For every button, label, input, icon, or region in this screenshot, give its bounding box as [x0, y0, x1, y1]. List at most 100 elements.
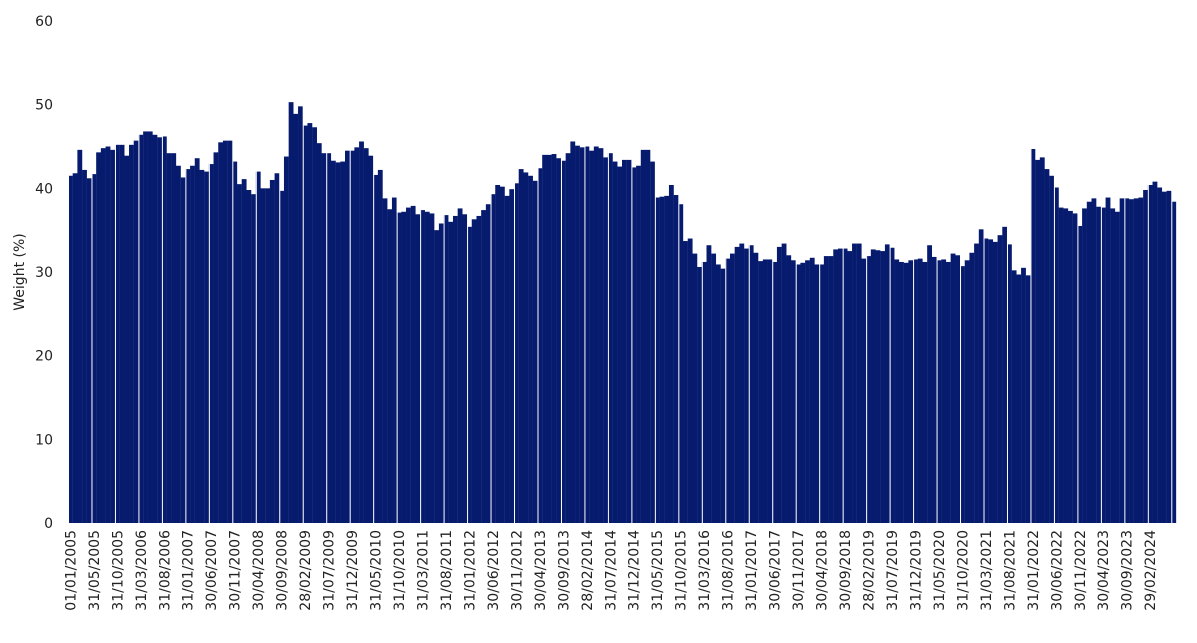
bar	[1049, 175, 1055, 523]
bar	[265, 188, 271, 523]
bar	[997, 235, 1003, 523]
bar	[227, 140, 233, 523]
bar	[791, 260, 796, 523]
x-tick-label: 31/01/2007	[181, 530, 197, 611]
bar	[499, 186, 505, 523]
bar	[401, 211, 407, 523]
bar	[434, 230, 440, 524]
bar	[316, 143, 322, 523]
bar	[91, 174, 97, 524]
y-axis-title: Weight (%)	[12, 233, 28, 310]
bar	[1016, 274, 1022, 523]
bar	[302, 125, 308, 523]
bar	[631, 167, 637, 524]
bar	[1058, 207, 1064, 523]
bar	[945, 261, 951, 523]
y-tick-label: 0	[44, 516, 53, 532]
bar	[77, 149, 83, 523]
bar	[218, 142, 224, 523]
bar	[725, 258, 731, 523]
bar	[424, 211, 430, 523]
bar	[626, 159, 632, 523]
x-tick-label: 28/02/2009	[298, 530, 314, 611]
bar	[654, 197, 660, 524]
bar	[119, 144, 125, 523]
bar	[1021, 267, 1026, 523]
bar	[715, 264, 721, 523]
bar	[307, 123, 313, 523]
x-tick-label: 31/01/2022	[1026, 530, 1042, 611]
bar	[734, 246, 740, 523]
bar	[133, 140, 139, 523]
bar	[283, 156, 289, 524]
bar	[739, 243, 745, 524]
y-tick-label: 50	[35, 98, 53, 114]
bar	[603, 157, 609, 523]
bar	[908, 260, 914, 523]
bar	[1147, 184, 1153, 524]
bar	[880, 251, 886, 523]
bar	[114, 144, 120, 523]
x-tick-label: 31/12/2014	[627, 530, 643, 611]
bar	[1072, 213, 1078, 523]
bar	[1096, 206, 1102, 524]
bar	[485, 204, 491, 524]
bar	[467, 226, 472, 523]
bar	[1002, 226, 1008, 523]
bar	[711, 253, 717, 523]
bar	[1044, 169, 1050, 523]
bar	[565, 153, 571, 523]
x-tick-label: 30/04/2013	[533, 530, 549, 611]
x-tick-label: 31/07/2009	[322, 530, 338, 611]
bar	[213, 152, 219, 524]
x-tick-label: 31/05/2010	[369, 530, 385, 611]
bar	[551, 154, 557, 523]
bar	[960, 266, 965, 523]
x-tick-label: 30/04/2018	[815, 530, 831, 611]
bar	[767, 259, 773, 523]
x-tick-label: 31/08/2016	[721, 530, 737, 611]
bar	[1171, 201, 1177, 523]
bar	[1025, 275, 1031, 523]
bar	[415, 214, 421, 523]
bar	[593, 146, 599, 523]
bar	[1086, 201, 1092, 523]
bar	[312, 127, 317, 523]
bar	[232, 161, 238, 523]
bar	[1077, 225, 1083, 524]
x-tick-label: 31/08/2011	[439, 530, 455, 611]
bar	[326, 153, 332, 523]
bar	[1063, 208, 1069, 523]
bar	[560, 160, 566, 523]
bar	[152, 134, 158, 524]
bar	[147, 131, 153, 523]
bar	[438, 223, 444, 523]
bar	[490, 194, 496, 523]
bar	[683, 241, 688, 524]
bar	[1091, 198, 1097, 523]
bar	[96, 152, 102, 524]
bar	[185, 169, 191, 523]
bar	[720, 268, 726, 523]
x-tick-label: 31/10/2005	[110, 530, 126, 611]
bar	[354, 147, 360, 523]
bar	[124, 155, 130, 523]
y-tick-label: 10	[35, 432, 53, 448]
bar	[692, 253, 698, 523]
x-tick-label: 31/08/2021	[1002, 530, 1018, 611]
bar	[941, 259, 947, 523]
bar	[208, 164, 214, 523]
x-tick-label: 31/01/2017	[744, 530, 760, 611]
bar	[321, 153, 327, 523]
bar	[753, 252, 759, 523]
bar	[476, 215, 482, 523]
bar	[575, 145, 580, 523]
bar	[368, 155, 374, 523]
bar	[293, 113, 299, 524]
x-tick-label: 31/10/2010	[392, 530, 408, 611]
bar	[814, 264, 820, 523]
bar	[856, 243, 862, 524]
bar	[171, 153, 177, 523]
bar	[823, 256, 829, 523]
x-axis-ticks: 01/01/2005 31/05/2005 31/10/2005 31/03/2006…	[63, 530, 1159, 611]
